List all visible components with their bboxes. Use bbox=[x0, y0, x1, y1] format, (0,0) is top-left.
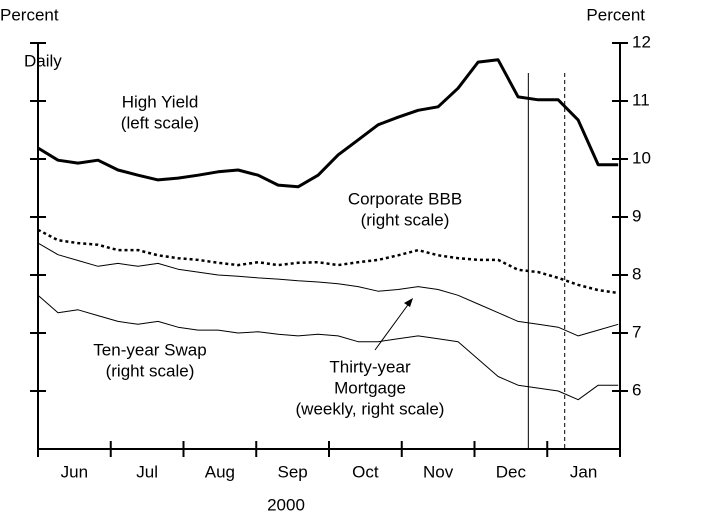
x-tick-label: Jan bbox=[570, 462, 597, 481]
arrow-head bbox=[404, 298, 413, 307]
y2-tick-label: 6 bbox=[632, 380, 641, 399]
annotation: Mortgage bbox=[334, 378, 406, 397]
y2-tick-label: 12 bbox=[632, 32, 651, 51]
x-tick-label: Nov bbox=[423, 462, 454, 481]
series-line bbox=[37, 242, 619, 337]
annotation: Thirty-year bbox=[329, 357, 411, 376]
y2-tick-label: 7 bbox=[632, 322, 641, 341]
annotation: (right scale) bbox=[361, 210, 450, 229]
x-tick-label: Jun bbox=[61, 462, 88, 481]
y2-tick-label: 8 bbox=[632, 264, 641, 283]
y2-tick-label: 10 bbox=[632, 148, 651, 167]
annotation: Ten-year Swap bbox=[93, 340, 206, 359]
series-line bbox=[37, 294, 619, 401]
x-tick-label: Jul bbox=[136, 462, 158, 481]
series-line bbox=[37, 58, 619, 189]
x-axis-label: 2000 bbox=[267, 495, 305, 514]
series-line bbox=[37, 228, 619, 295]
x-tick-label: Dec bbox=[496, 462, 527, 481]
annotation: (left scale) bbox=[121, 113, 199, 132]
y2-tick-label: 9 bbox=[632, 206, 641, 225]
left-axis-label: Percent bbox=[0, 5, 59, 24]
frequency-label: Daily bbox=[24, 51, 62, 70]
x-tick-label: Oct bbox=[352, 462, 379, 481]
annotation-arrow bbox=[374, 301, 411, 351]
annotation: (right scale) bbox=[106, 361, 195, 380]
annotation: (weekly, right scale) bbox=[296, 399, 445, 418]
annotation: High Yield bbox=[122, 92, 199, 111]
y2-tick-label: 11 bbox=[632, 90, 650, 109]
annotation: Corporate BBB bbox=[348, 189, 462, 208]
x-tick-label: Aug bbox=[205, 462, 235, 481]
right-axis-label: Percent bbox=[586, 5, 645, 24]
x-tick-label: Sep bbox=[278, 462, 308, 481]
